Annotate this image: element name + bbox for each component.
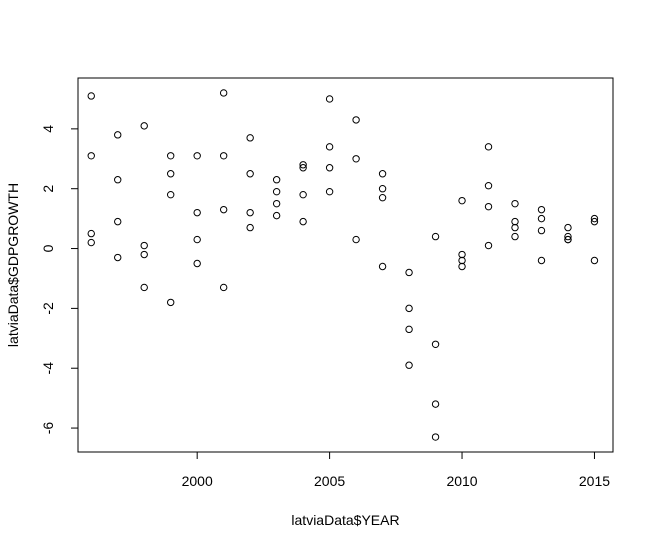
data-point <box>87 152 95 160</box>
data-point <box>511 217 519 226</box>
x-tick-label: 2010 <box>446 473 477 489</box>
y-tick-label: 4 <box>40 125 56 133</box>
y-tick-label: -2 <box>40 302 56 315</box>
data-point <box>140 283 148 292</box>
data-point <box>299 217 307 226</box>
data-point <box>352 155 360 163</box>
data-point <box>590 217 599 226</box>
data-point <box>564 223 572 232</box>
data-point <box>246 208 254 217</box>
x-tick-label: 2000 <box>182 473 213 489</box>
plot-box <box>77 77 614 453</box>
data-point <box>590 214 599 223</box>
data-point <box>325 164 334 172</box>
data-point <box>325 143 334 151</box>
data-point <box>458 256 466 265</box>
data-point <box>378 170 387 178</box>
data-point <box>219 152 228 160</box>
data-point <box>246 170 254 178</box>
data-point <box>299 164 307 172</box>
x-axis-label: latviaData$YEAR <box>291 512 399 528</box>
data-point <box>166 298 175 307</box>
data-point <box>511 199 519 208</box>
data-point <box>140 250 148 259</box>
y-tick-label: -6 <box>40 422 56 435</box>
data-point <box>272 187 281 196</box>
data-point <box>458 196 466 205</box>
data-point <box>431 400 440 408</box>
data-point <box>431 340 440 348</box>
data-point <box>114 131 122 139</box>
data-point <box>484 143 493 151</box>
data-point <box>405 325 413 334</box>
data-point <box>219 89 228 97</box>
data-point <box>114 217 122 226</box>
data-point <box>537 205 546 214</box>
data-point <box>193 259 201 268</box>
x-axis: 2000 2005 2010 2015 <box>182 451 610 489</box>
data-point <box>114 176 122 184</box>
data-point <box>511 223 519 232</box>
data-point <box>272 176 281 184</box>
data-point <box>537 256 546 265</box>
data-point <box>405 361 413 369</box>
data-point <box>246 134 254 142</box>
data-point <box>564 235 572 244</box>
data-point <box>219 205 228 214</box>
y-tick-label: -4 <box>40 362 56 375</box>
data-point <box>431 232 440 241</box>
data-point <box>166 170 175 178</box>
data-point <box>166 190 175 199</box>
data-point <box>87 229 95 238</box>
data-point <box>193 208 201 217</box>
data-point <box>193 235 201 244</box>
data-points <box>87 89 599 441</box>
data-point <box>537 214 546 223</box>
y-tick-label: 2 <box>40 185 56 193</box>
y-axis: -6 -4 -2 0 2 4 <box>40 125 79 435</box>
data-point <box>564 232 572 241</box>
data-point <box>114 253 122 262</box>
data-point <box>299 190 307 199</box>
data-point <box>458 250 466 259</box>
y-tick-label: 0 <box>40 244 56 252</box>
data-point <box>166 152 175 160</box>
data-point <box>299 161 307 169</box>
y-axis-label: latviaData$GDPGROWTH <box>5 183 21 347</box>
data-point <box>87 238 95 247</box>
data-point <box>272 211 281 220</box>
data-point <box>193 152 201 160</box>
data-point <box>246 223 254 232</box>
data-point <box>484 241 493 250</box>
data-point <box>405 268 413 277</box>
data-point <box>272 199 281 208</box>
data-point <box>484 202 493 211</box>
data-point <box>378 193 387 202</box>
data-point <box>140 122 148 130</box>
data-point <box>484 182 493 190</box>
data-point <box>352 235 360 244</box>
data-point <box>140 241 148 250</box>
data-point <box>219 283 228 292</box>
data-point <box>537 226 546 235</box>
data-point <box>325 187 334 196</box>
data-point <box>378 185 387 193</box>
x-tick-label: 2005 <box>314 473 345 489</box>
data-point <box>511 232 519 241</box>
x-tick-label: 2015 <box>579 473 610 489</box>
data-point <box>405 304 413 313</box>
data-point <box>325 95 334 103</box>
data-point <box>431 433 440 441</box>
data-point <box>378 262 387 271</box>
data-point <box>352 116 360 124</box>
data-point <box>458 262 466 271</box>
data-point <box>590 256 599 265</box>
data-point <box>87 92 95 100</box>
